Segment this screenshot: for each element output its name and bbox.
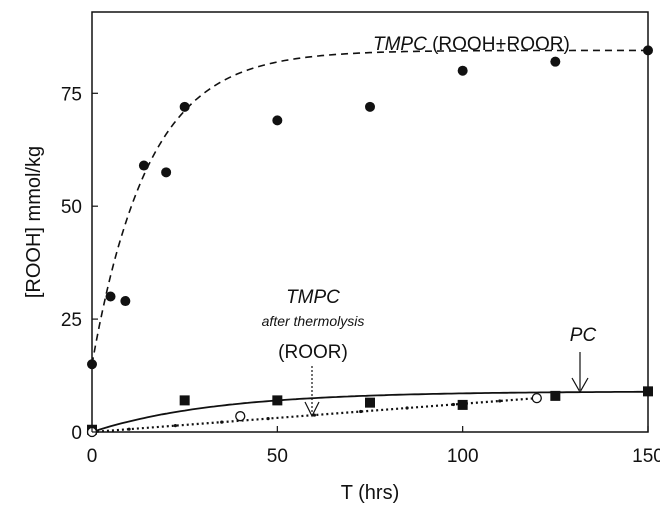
data-point-series-3 (235, 411, 246, 422)
series-3-line-dot (127, 427, 131, 431)
annotation-pc-arrowhead (571, 377, 589, 394)
x-axis-label: T (hrs) (341, 482, 400, 504)
series-3-line-dot (173, 424, 177, 428)
data-point-series-1 (87, 359, 97, 370)
y-tick-label: 0 (71, 423, 82, 444)
data-point-series-2 (643, 386, 653, 397)
annotation-tmpc-top-italic: TMPC (373, 34, 427, 55)
annotation-tmpc-top-rest: (ROOH+ROOR) (427, 34, 570, 55)
data-point-series-1 (105, 291, 116, 302)
fit-line-series-1 (91, 49, 648, 365)
data-point-series-2 (457, 399, 468, 410)
data-point-series-2 (179, 395, 190, 406)
y-tick-label: 25 (61, 310, 82, 331)
annotation-pc: PC (570, 325, 597, 346)
data-point-series-1 (120, 296, 131, 307)
annotation-tmpc-top: TMPC (ROOH+ROOR) (373, 34, 570, 55)
series-3-line-dot (451, 402, 455, 407)
series-3-line-dot (405, 406, 409, 410)
x-tick-label: 100 (447, 446, 479, 467)
data-markers (86, 45, 653, 438)
y-tick-label: 50 (61, 197, 82, 218)
annotation-tmpc-mid-arrowhead (304, 401, 320, 418)
data-point-series-1 (550, 56, 561, 67)
data-point-series-1 (365, 101, 375, 112)
x-tick-label: 0 (87, 446, 98, 467)
data-point-series-2 (550, 390, 561, 401)
series-3-line-dot (266, 416, 270, 421)
annotation-tmpc-mid-line3: (ROOR) (278, 342, 348, 363)
data-point-series-1 (179, 101, 190, 112)
data-point-series-1 (643, 45, 653, 56)
x-tick-label: 50 (267, 446, 288, 467)
plot-frame (91, 11, 649, 433)
annotation-tmpc-mid-line2: after thermolysis (262, 313, 365, 329)
series-3-line-dot (220, 420, 224, 424)
annotation-tmpc-mid-line1: TMPC (286, 287, 340, 308)
y-tick-label: 75 (61, 84, 82, 105)
series-3-line-dot (498, 399, 502, 403)
axis-ticks: 0 50 100 150 0 25 50 75 (61, 84, 660, 467)
data-point-series-1 (161, 167, 172, 178)
data-point-series-2 (272, 395, 283, 406)
data-point-series-1 (457, 65, 468, 76)
y-axis-label: [ROOH] mmol/kg (23, 146, 45, 298)
x-tick-label: 150 (632, 446, 660, 467)
data-point-series-3 (531, 392, 542, 404)
data-point-series-1 (138, 160, 149, 171)
series-3-line-dot (359, 409, 363, 414)
series-3-line-dot (312, 413, 316, 417)
data-point-series-1 (272, 115, 283, 126)
data-point-series-2 (365, 397, 375, 408)
